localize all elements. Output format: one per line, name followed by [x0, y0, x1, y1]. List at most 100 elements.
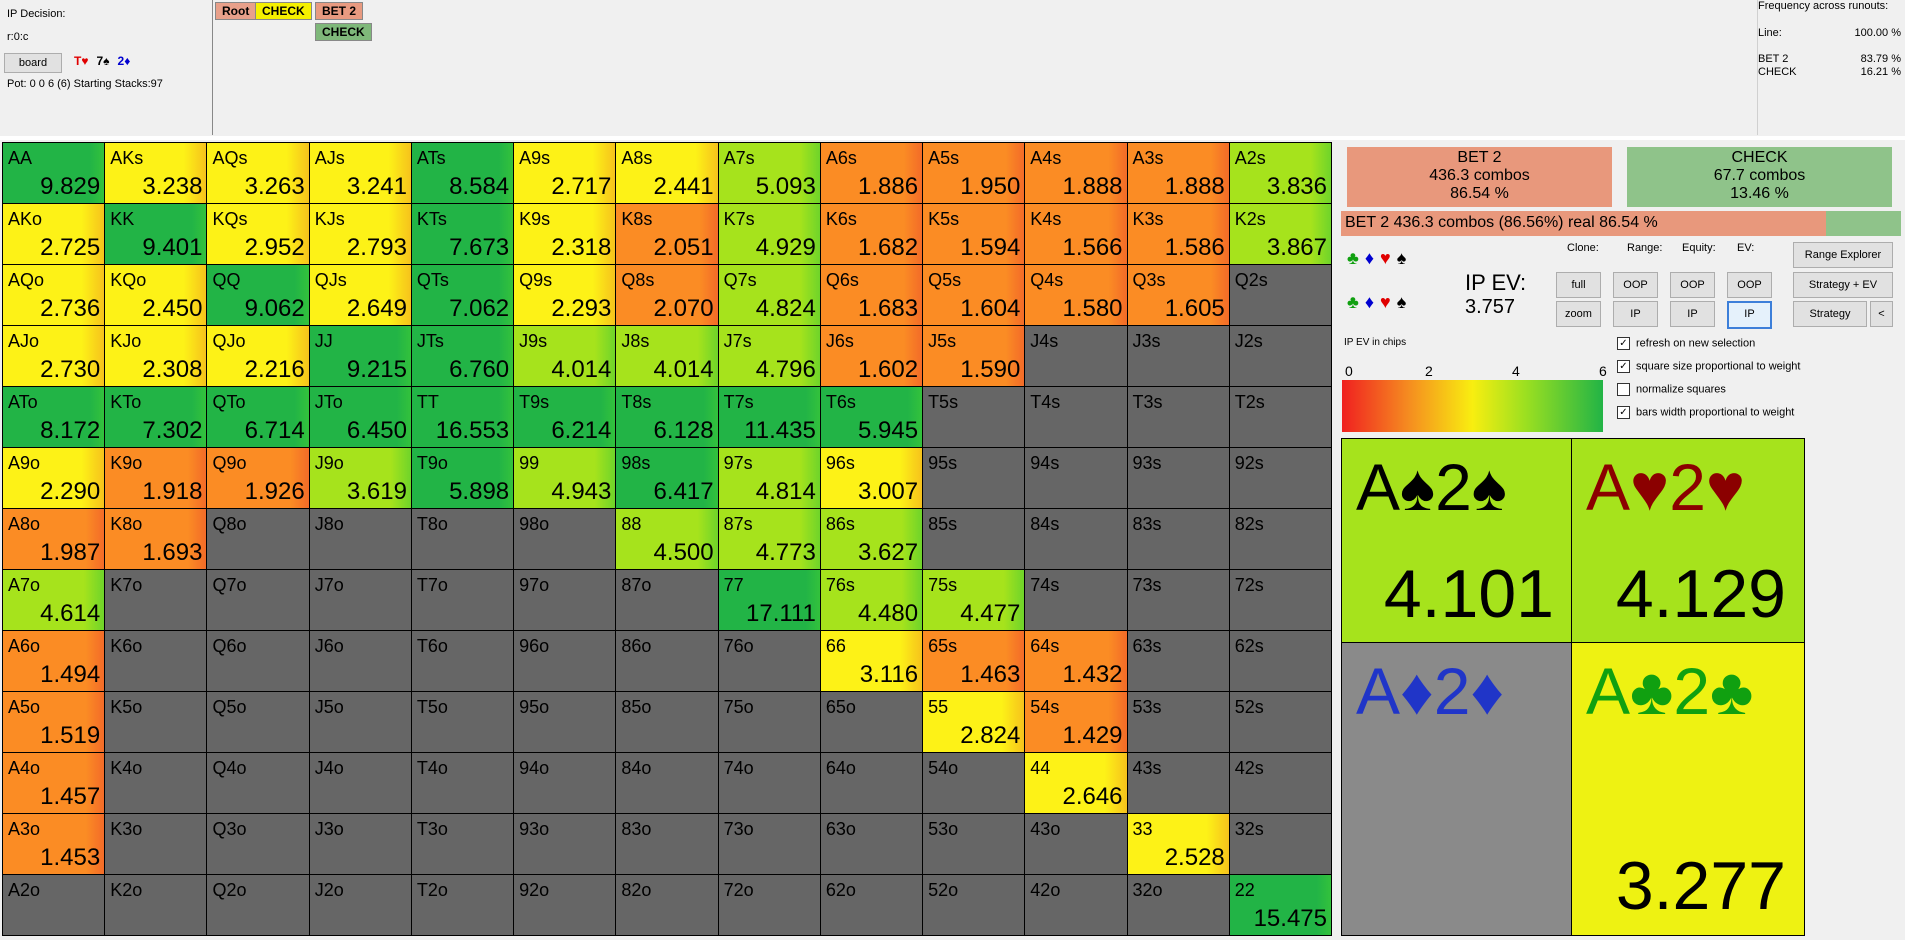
hand-cell-98o[interactable]: 98o — [514, 509, 616, 569]
combo-tile-1[interactable]: A♥2♥ 4.129 — [1571, 438, 1805, 644]
hand-cell-A5s[interactable]: A5s 1.950 — [923, 143, 1025, 203]
hand-cell-KQs[interactable]: KQs 2.952 — [207, 204, 309, 264]
strategy-button[interactable]: Strategy — [1793, 301, 1867, 327]
hand-cell-T3s[interactable]: T3s — [1127, 387, 1229, 447]
hand-cell-86o[interactable]: 86o — [616, 631, 718, 691]
hand-cell-Q4o[interactable]: Q4o — [207, 753, 309, 813]
hand-cell-A2s[interactable]: A2s 3.836 — [1229, 143, 1331, 203]
spade-icon[interactable]: ♠ — [1396, 292, 1413, 312]
checkbox-box[interactable]: ✓ — [1617, 337, 1630, 350]
hand-cell-T2s[interactable]: T2s — [1229, 387, 1331, 447]
hand-cell-A3o[interactable]: A3o 1.453 — [3, 814, 105, 874]
hand-cell-J2o[interactable]: J2o — [309, 875, 411, 935]
hand-cell-K6o[interactable]: K6o — [105, 631, 207, 691]
hand-cell-87o[interactable]: 87o — [616, 570, 718, 630]
hand-cell-64s[interactable]: 64s 1.432 — [1025, 631, 1127, 691]
hand-cell-KK[interactable]: KK 9.401 — [105, 204, 207, 264]
hand-cell-96s[interactable]: 96s 3.007 — [820, 448, 923, 508]
hand-cell-66[interactable]: 66 3.116 — [820, 631, 923, 691]
hand-cell-AQo[interactable]: AQo 2.736 — [3, 265, 105, 325]
heart-icon[interactable]: ♥ — [1380, 292, 1397, 312]
hand-cell-JTs[interactable]: JTs 6.760 — [411, 326, 514, 386]
hand-cell-ATs[interactable]: ATs 8.584 — [411, 143, 514, 203]
hand-cell-K4o[interactable]: K4o — [105, 753, 207, 813]
hand-cell-T6s[interactable]: T6s 5.945 — [820, 387, 923, 447]
hand-cell-Q7o[interactable]: Q7o — [207, 570, 309, 630]
hand-cell-J8o[interactable]: J8o — [309, 509, 411, 569]
hand-cell-A9o[interactable]: A9o 2.290 — [3, 448, 105, 508]
zoom-button[interactable]: zoom — [1556, 301, 1601, 327]
checkbox-bars-width[interactable]: ✓ bars width proportional to weight — [1617, 406, 1794, 419]
hand-cell-77[interactable]: 77 17.111 — [718, 570, 820, 630]
check-action-box[interactable]: CHECK 67.7 combos 13.46 % — [1627, 147, 1892, 207]
hand-cell-T7o[interactable]: T7o — [411, 570, 514, 630]
hand-cell-98s[interactable]: 98s 6.417 — [616, 448, 718, 508]
hand-cell-A3s[interactable]: A3s 1.888 — [1127, 143, 1229, 203]
hand-cell-Q6o[interactable]: Q6o — [207, 631, 309, 691]
ev-oop-button[interactable]: OOP — [1727, 272, 1772, 298]
hand-cell-K8s[interactable]: K8s 2.051 — [616, 204, 718, 264]
hand-cell-54s[interactable]: 54s 1.429 — [1025, 692, 1127, 752]
hand-cell-93s[interactable]: 93s — [1127, 448, 1229, 508]
club-icon[interactable]: ♣ — [1347, 248, 1365, 268]
hand-cell-74s[interactable]: 74s — [1025, 570, 1127, 630]
hand-cell-96o[interactable]: 96o — [514, 631, 616, 691]
hand-cell-A7o[interactable]: A7o 4.614 — [3, 570, 105, 630]
hand-cell-KQo[interactable]: KQo 2.450 — [105, 265, 207, 325]
suit-filter-row-1[interactable]: ♣♦♥♠ — [1347, 248, 1412, 269]
hand-cell-Q2s[interactable]: Q2s — [1229, 265, 1331, 325]
hand-cell-76o[interactable]: 76o — [718, 631, 820, 691]
hand-cell-K7s[interactable]: K7s 4.929 — [718, 204, 820, 264]
hand-cell-94o[interactable]: 94o — [514, 753, 616, 813]
hand-cell-T4o[interactable]: T4o — [411, 753, 514, 813]
hand-cell-42o[interactable]: 42o — [1025, 875, 1127, 935]
tree-node-bet[interactable]: BET 2 — [315, 2, 364, 20]
hand-cell-T3o[interactable]: T3o — [411, 814, 514, 874]
heart-icon[interactable]: ♥ — [1380, 248, 1397, 268]
hand-cell-Q9o[interactable]: Q9o 1.926 — [207, 448, 309, 508]
hand-cell-A7s[interactable]: A7s 5.093 — [718, 143, 820, 203]
hand-cell-74o[interactable]: 74o — [718, 753, 820, 813]
hand-cell-T5o[interactable]: T5o — [411, 692, 514, 752]
hand-cell-Q7s[interactable]: Q7s 4.824 — [718, 265, 820, 325]
hand-cell-KJs[interactable]: KJs 2.793 — [309, 204, 411, 264]
hand-cell-93o[interactable]: 93o — [514, 814, 616, 874]
hand-cell-AJs[interactable]: AJs 3.241 — [309, 143, 411, 203]
hand-cell-K3s[interactable]: K3s 1.586 — [1127, 204, 1229, 264]
hand-cell-83s[interactable]: 83s — [1127, 509, 1229, 569]
club-icon[interactable]: ♣ — [1347, 292, 1365, 312]
hand-cell-43o[interactable]: 43o — [1025, 814, 1127, 874]
hand-cell-82s[interactable]: 82s — [1229, 509, 1331, 569]
collapse-button[interactable]: < — [1870, 301, 1893, 327]
hand-cell-97o[interactable]: 97o — [514, 570, 616, 630]
hand-cell-J8s[interactable]: J8s 4.014 — [616, 326, 718, 386]
hand-cell-Q8o[interactable]: Q8o — [207, 509, 309, 569]
full-button[interactable]: full — [1556, 272, 1601, 298]
hand-cell-82o[interactable]: 82o — [616, 875, 718, 935]
hand-cell-A9s[interactable]: A9s 2.717 — [514, 143, 616, 203]
hand-cell-J4s[interactable]: J4s — [1025, 326, 1127, 386]
hand-cell-J9s[interactable]: J9s 4.014 — [514, 326, 616, 386]
combo-tile-3[interactable]: A♣2♣ 3.277 — [1571, 642, 1805, 936]
hand-cell-AA[interactable]: AA 9.829 — [3, 143, 105, 203]
hand-cell-AKs[interactable]: AKs 3.238 — [105, 143, 207, 203]
hand-cell-T5s[interactable]: T5s — [923, 387, 1025, 447]
hand-cell-85s[interactable]: 85s — [923, 509, 1025, 569]
hand-cell-75o[interactable]: 75o — [718, 692, 820, 752]
hand-cell-Q3s[interactable]: Q3s 1.605 — [1127, 265, 1229, 325]
hand-cell-85o[interactable]: 85o — [616, 692, 718, 752]
hand-cell-97s[interactable]: 97s 4.814 — [718, 448, 820, 508]
hand-cell-22[interactable]: 22 15.475 — [1229, 875, 1331, 935]
hand-cell-QJo[interactable]: QJo 2.216 — [207, 326, 309, 386]
hand-cell-T2o[interactable]: T2o — [411, 875, 514, 935]
range-explorer-button[interactable]: Range Explorer — [1793, 242, 1893, 268]
hand-cell-KTo[interactable]: KTo 7.302 — [105, 387, 207, 447]
diamond-icon[interactable]: ♦ — [1364, 292, 1380, 312]
hand-cell-63s[interactable]: 63s — [1127, 631, 1229, 691]
range-ip-button[interactable]: IP — [1613, 301, 1658, 327]
hand-cell-T6o[interactable]: T6o — [411, 631, 514, 691]
suit-filter-row-2[interactable]: ♣♦♥♠ — [1347, 292, 1412, 313]
hand-cell-K8o[interactable]: K8o 1.693 — [105, 509, 207, 569]
hand-cell-92o[interactable]: 92o — [514, 875, 616, 935]
diamond-icon[interactable]: ♦ — [1364, 248, 1380, 268]
